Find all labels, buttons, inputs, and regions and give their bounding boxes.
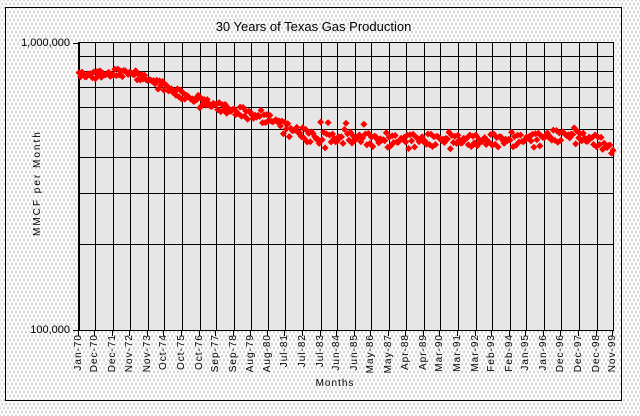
y-axis-min-label: 100,000 — [30, 324, 70, 336]
x-axis-tick — [543, 331, 544, 336]
x-axis-tick — [181, 331, 182, 336]
x-tick-label: Jul-83 — [315, 334, 326, 368]
x-axis-tick — [112, 331, 113, 336]
x-tick-label: Jun-84 — [331, 334, 342, 371]
x-axis-tick — [560, 331, 561, 336]
y-axis-major-tick-top — [73, 43, 78, 44]
x-axis-tick — [370, 331, 371, 336]
x-axis-tick — [509, 331, 510, 336]
x-axis-tick — [129, 331, 130, 336]
x-axis-tick — [336, 331, 337, 336]
x-tick-label: Sep-77 — [210, 334, 221, 373]
x-axis-tick — [147, 331, 148, 336]
x-tick-label: Feb-94 — [504, 334, 515, 372]
x-axis-tick — [267, 331, 268, 336]
x-tick-label: Jan-96 — [538, 334, 549, 371]
x-axis-tick — [525, 331, 526, 336]
series-markers — [75, 65, 617, 157]
x-tick-label: Mar-92 — [470, 334, 481, 372]
x-axis-tick — [94, 331, 95, 336]
x-axis-tick — [354, 331, 355, 336]
x-tick-label: Jul-82 — [297, 334, 308, 368]
x-axis-tick — [578, 331, 579, 336]
x-tick-label: Dec-96 — [555, 334, 566, 373]
x-axis-tick — [78, 331, 79, 336]
vertical-gridlines — [79, 43, 614, 330]
x-tick-label: Jan-95 — [520, 334, 531, 371]
x-axis-tick — [388, 331, 389, 336]
chart-frame — [5, 7, 622, 401]
x-axis-tick — [596, 331, 597, 336]
x-axis-tick — [612, 331, 613, 336]
x-axis-tick — [457, 331, 458, 336]
x-tick-label: Dec-71 — [107, 334, 118, 373]
x-axis-tick — [215, 331, 216, 336]
x-axis-tick — [491, 331, 492, 336]
x-tick-label: Nov-73 — [142, 334, 153, 373]
x-tick-label: May-87 — [383, 334, 394, 374]
x-tick-label: Aug-79 — [245, 334, 256, 373]
x-axis-tick — [284, 331, 285, 336]
x-axis-tick — [199, 331, 200, 336]
x-axis-tick — [163, 331, 164, 336]
x-axis-tick — [423, 331, 424, 336]
x-tick-label: Nov-99 — [607, 334, 618, 373]
x-axis-tick — [405, 331, 406, 336]
plot-area — [75, 42, 617, 331]
y-axis-title: MMCF per Month — [32, 130, 43, 236]
x-tick-label: Oct-76 — [194, 334, 205, 371]
x-axis-tick — [302, 331, 303, 336]
x-tick-label: Sep-78 — [228, 334, 239, 373]
x-tick-label: Jun-85 — [349, 334, 360, 371]
x-tick-label: Nov-72 — [124, 334, 135, 373]
x-tick-label: Apr-88 — [400, 334, 411, 371]
x-tick-label: Mar-91 — [452, 334, 463, 372]
chart-plot-svg — [75, 43, 617, 330]
x-tick-label: Dec-98 — [591, 334, 602, 373]
series-marker-path — [75, 65, 617, 157]
x-axis-tick — [320, 331, 321, 336]
x-tick-label: Jan-70 — [73, 334, 84, 371]
x-tick-label: Mar-90 — [434, 334, 445, 372]
x-axis-tick — [439, 331, 440, 336]
x-tick-label: Oct-75 — [176, 334, 187, 371]
x-tick-label: Dec-97 — [573, 334, 584, 373]
y-axis-max-label: 1,000,000 — [21, 37, 70, 49]
x-axis-tick — [475, 331, 476, 336]
x-tick-label: Oct-74 — [158, 334, 169, 371]
x-axis-tick — [233, 331, 234, 336]
y-axis-major-tick-bottom — [73, 330, 78, 331]
x-tick-label: May-86 — [365, 334, 376, 374]
chart-title: 30 Years of Texas Gas Production — [215, 19, 412, 34]
x-tick-label: Apr-89 — [418, 334, 429, 371]
x-tick-label: Jul-81 — [279, 334, 290, 368]
x-tick-label: Aug-80 — [262, 334, 273, 373]
x-axis-title: Months — [315, 378, 355, 389]
x-axis-tick — [250, 331, 251, 336]
x-tick-label: Dec-70 — [89, 334, 100, 373]
x-tick-label: Feb-93 — [486, 334, 497, 372]
